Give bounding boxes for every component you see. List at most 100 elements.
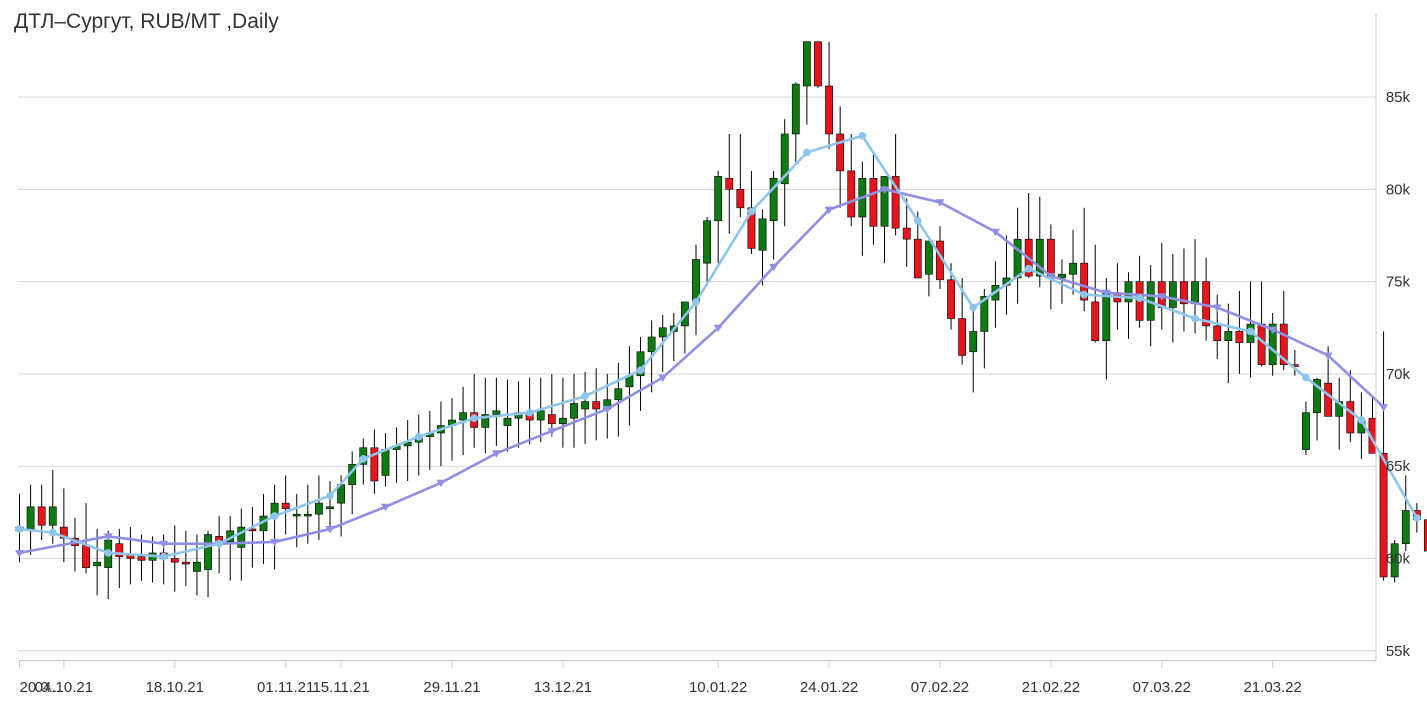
x-tick-label: 07.03.22 <box>1133 679 1191 696</box>
candle-body-up <box>1401 510 1410 545</box>
ma-fast-point <box>1191 314 1199 323</box>
candle <box>680 301 689 354</box>
ma-slow-point <box>380 503 390 512</box>
candle-body-down <box>1279 323 1288 365</box>
candle <box>315 475 323 541</box>
candle-body-down <box>592 401 601 410</box>
candle-body-down <box>725 177 734 190</box>
ma-slow-point <box>270 538 280 547</box>
candle-body-up <box>48 506 57 526</box>
ma-fast-point <box>48 528 57 537</box>
candle <box>226 516 235 581</box>
candle <box>326 480 334 531</box>
candle-body-up <box>1069 262 1077 275</box>
ma-slow-point <box>547 428 557 436</box>
candle-body-down <box>1180 281 1188 305</box>
candle-body-up <box>780 133 789 185</box>
candle-body-down <box>59 526 68 539</box>
candle-body-down <box>1346 401 1355 434</box>
candle <box>1157 242 1166 330</box>
candle-body-down <box>181 561 190 565</box>
ma-slow-point <box>1212 304 1222 312</box>
candle <box>1035 196 1044 288</box>
ma-slow-point <box>769 263 779 272</box>
candle-body-up <box>1035 238 1044 277</box>
candle <box>71 517 79 572</box>
candle-body-down <box>1424 519 1427 552</box>
ma-slow-point <box>15 549 24 558</box>
candle-body-up <box>1168 281 1177 308</box>
candle <box>1279 290 1288 371</box>
y-tick-label: 65k <box>1386 458 1411 475</box>
ma-fast-point <box>215 539 223 548</box>
candlestick-series <box>15 41 1427 600</box>
candle-body-down <box>1213 325 1222 341</box>
candle <box>769 170 778 260</box>
candle <box>1346 370 1355 443</box>
candle <box>1046 224 1055 310</box>
ma-fast-point <box>104 549 113 557</box>
candle-body-down <box>902 227 911 240</box>
x-tick-label: 15.11.21 <box>312 679 369 696</box>
y-tick-label: 75k <box>1386 274 1411 291</box>
candle-body-up <box>492 410 501 415</box>
candle-body-up <box>769 177 778 222</box>
candle-body-up <box>204 534 212 570</box>
ma-slow-point <box>658 374 668 383</box>
candle <box>614 362 623 437</box>
candle <box>1069 229 1077 295</box>
candle <box>170 525 179 592</box>
ma-fast-point <box>803 148 811 157</box>
candle-body-down <box>958 318 967 356</box>
candle <box>570 373 578 448</box>
candle <box>1401 475 1410 552</box>
candle-body-up <box>381 449 390 476</box>
candle-body-up <box>1268 323 1277 365</box>
candle <box>825 41 833 149</box>
candle-body-up <box>647 336 656 353</box>
candle <box>581 372 589 445</box>
ma-slow-point <box>436 479 446 488</box>
candle-body-up <box>1191 281 1199 305</box>
candle-body-up <box>536 410 545 421</box>
candle <box>425 410 434 470</box>
candle-body-up <box>1102 292 1111 341</box>
candle-body-up <box>503 417 512 426</box>
candle <box>381 432 390 487</box>
candle <box>703 217 711 282</box>
candle-body-down <box>869 177 878 227</box>
candle <box>1224 303 1233 384</box>
candle-body-up <box>559 417 567 425</box>
candle <box>292 493 301 548</box>
axes: 55k 60k 65k 70k 75k 80k 85k 20.0...04.10.21 18.1… <box>18 14 1410 696</box>
candle <box>969 303 978 393</box>
candle <box>492 377 501 446</box>
candle-body-up <box>26 506 35 532</box>
candle <box>559 377 567 448</box>
candle <box>802 41 811 125</box>
candle <box>780 119 789 227</box>
candle-body-up <box>969 331 978 353</box>
ma-slow-point <box>1268 326 1278 335</box>
moving-average-lines <box>15 132 1421 561</box>
ma-slow-point <box>602 405 612 414</box>
candle <box>714 170 723 264</box>
ma-fast-point <box>414 432 423 441</box>
x-tick-label: 04.10.21 <box>35 679 93 696</box>
candle <box>59 488 68 563</box>
ma-slow-point <box>1323 352 1333 360</box>
candle <box>847 133 856 227</box>
candle-body-down <box>836 133 845 172</box>
candle <box>1124 272 1133 339</box>
chart-title: ДТЛ–Сургут, RUB/MT ,Daily <box>14 10 279 33</box>
candle <box>1146 265 1155 347</box>
candle-body-down <box>1091 301 1100 341</box>
ma-slow-point <box>491 450 501 458</box>
candle <box>869 152 878 245</box>
grid-lines <box>18 96 1376 652</box>
candle <box>348 451 357 515</box>
candle <box>448 397 456 461</box>
candle <box>1002 235 1011 315</box>
candle-body-up <box>1058 273 1066 279</box>
ma-fast-point <box>1302 373 1310 382</box>
